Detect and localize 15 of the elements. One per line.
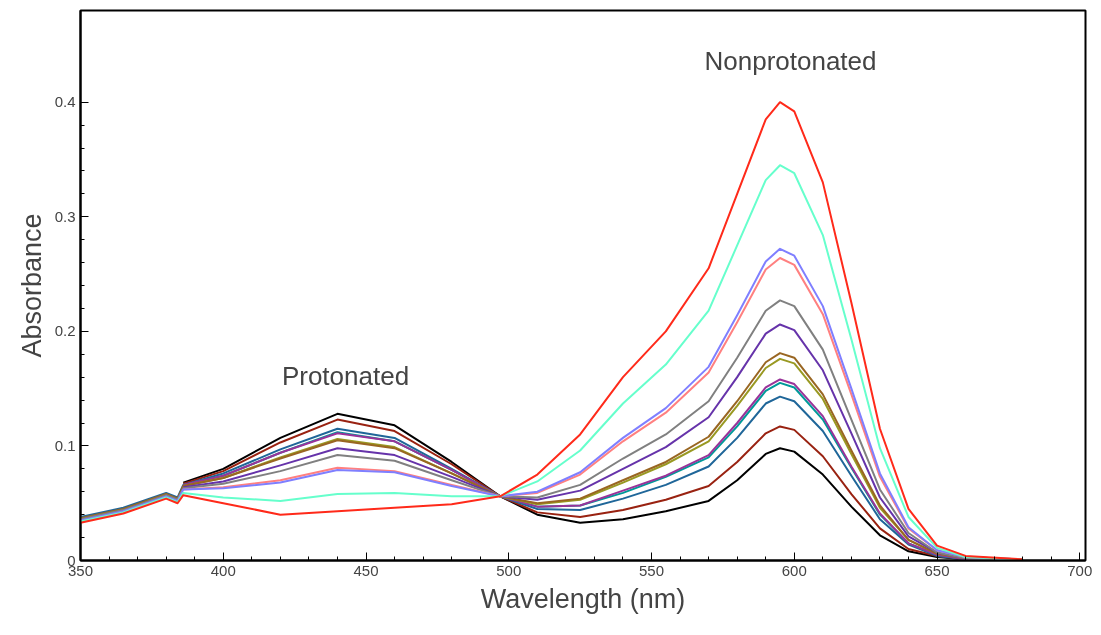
x-axis-title: Wavelength (nm) [480, 583, 686, 614]
x-tick-label: 500 [496, 561, 522, 579]
y-axis-title: Absorbance [16, 213, 47, 358]
x-tick-label: 600 [781, 561, 807, 579]
x-tick-label: 650 [924, 561, 950, 579]
x-tick-label: 700 [1067, 561, 1093, 579]
y-tick-label: 0.2 [54, 322, 76, 340]
y-tick-label: 0.3 [54, 207, 76, 225]
annotation: Protonated [281, 360, 410, 391]
annotation: Nonprotonated [704, 45, 877, 76]
y-tick-label: 0.4 [54, 93, 76, 111]
x-tick-label: 450 [353, 561, 379, 579]
x-tick-label: 550 [639, 561, 665, 579]
y-tick-label: 0.1 [54, 436, 76, 454]
x-tick-label: 400 [210, 561, 236, 579]
